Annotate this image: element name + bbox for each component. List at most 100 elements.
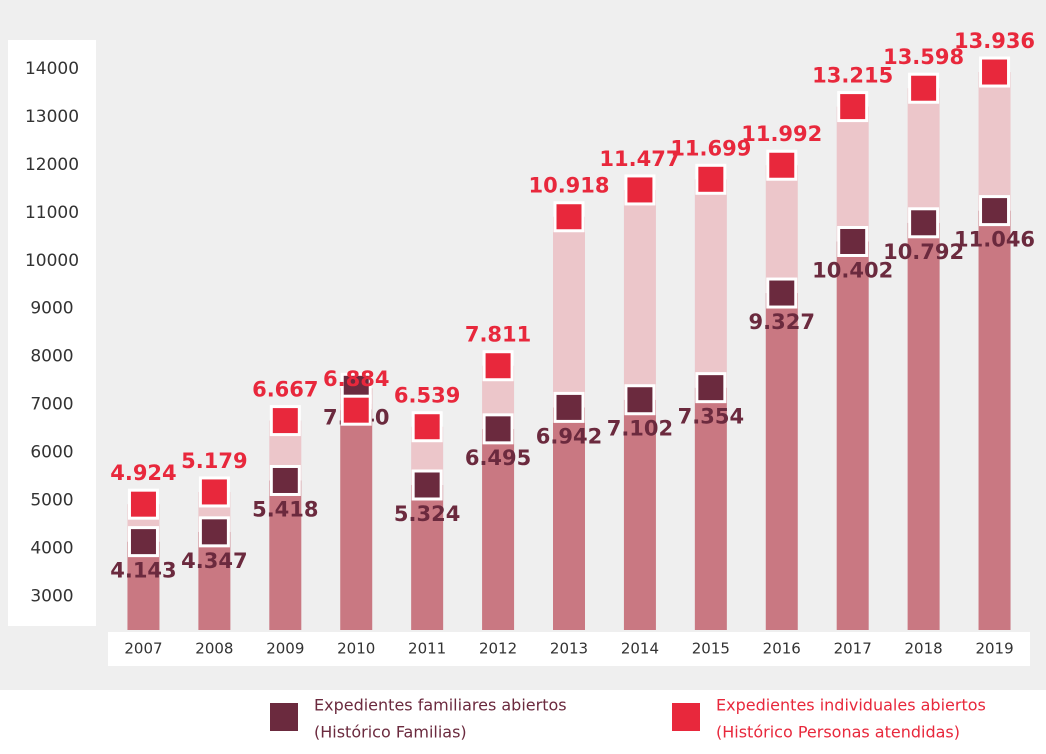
value-label: 10.402: [812, 258, 893, 282]
value-label: 7.102: [607, 417, 673, 441]
marker: [766, 277, 798, 309]
y-tick-label: 8000: [30, 347, 73, 367]
marker: [766, 149, 798, 181]
marker: [979, 56, 1011, 88]
value-label: 4.924: [110, 461, 176, 485]
bar-increment: [907, 88, 940, 223]
value-label: 11.046: [954, 228, 1035, 252]
marker: [979, 195, 1011, 227]
x-tick-label: 2007: [124, 640, 162, 658]
marker: [198, 476, 230, 508]
marker: [837, 91, 869, 123]
marker: [269, 405, 301, 437]
y-axis-panel: [8, 40, 96, 626]
value-label: 6.539: [394, 384, 460, 408]
x-tick-label: 2014: [621, 640, 659, 658]
marker: [908, 72, 940, 104]
bar: [907, 222, 940, 630]
bar: [482, 428, 515, 630]
legend-label: Expedientes individuales abiertos: [716, 696, 986, 715]
marker: [695, 372, 727, 404]
bar: [623, 399, 656, 630]
bar: [694, 387, 727, 630]
x-tick-label: 2013: [550, 640, 588, 658]
legend-marker: [270, 703, 298, 731]
value-label: 6.942: [536, 424, 602, 448]
marker: [127, 488, 159, 520]
value-label: 10.792: [883, 240, 964, 264]
x-tick-label: 2018: [905, 640, 943, 658]
y-tick-label: 13000: [25, 107, 79, 127]
value-label: 6.667: [252, 378, 318, 402]
value-label: 6.884: [323, 367, 389, 391]
value-label: 10.918: [528, 174, 609, 198]
background: [0, 0, 1046, 690]
value-label: 13.598: [883, 45, 964, 69]
x-tick-label: 2009: [266, 640, 304, 658]
value-label: 4.347: [181, 549, 247, 573]
marker: [908, 207, 940, 239]
value-label: 7.354: [678, 405, 744, 429]
bar: [553, 407, 585, 630]
bar-increment: [553, 216, 585, 408]
bar-increment: [694, 179, 727, 388]
marker: [482, 413, 514, 445]
x-tick-label: 2015: [692, 640, 730, 658]
bar-increment: [836, 106, 869, 242]
x-tick-label: 2008: [195, 640, 233, 658]
value-label: 4.143: [110, 559, 176, 583]
value-label: 5.179: [181, 449, 247, 473]
marker: [340, 394, 372, 426]
bar: [411, 484, 444, 630]
bar-increment: [978, 72, 1011, 211]
bar: [340, 388, 373, 630]
x-tick-label: 2010: [337, 640, 375, 658]
x-tick-label: 2017: [834, 640, 872, 658]
x-tick-label: 2019: [975, 640, 1013, 658]
marker: [127, 526, 159, 558]
legend-label: Expedientes familiares abiertos: [314, 696, 567, 715]
marker: [482, 350, 514, 382]
bar: [836, 241, 869, 631]
x-axis-panel: [108, 632, 1030, 666]
marker: [624, 384, 656, 416]
x-tick-label: 2012: [479, 640, 517, 658]
value-label: 11.477: [599, 147, 680, 171]
marker: [269, 464, 301, 496]
bar-increment: [623, 189, 656, 400]
legend-detail: (Histórico Personas atendidas): [716, 723, 960, 742]
y-tick-label: 6000: [30, 443, 73, 463]
bar-increment: [765, 165, 798, 294]
y-tick-label: 4000: [30, 538, 73, 558]
bar: [978, 210, 1011, 630]
marker: [695, 163, 727, 195]
y-tick-label: 10000: [25, 251, 79, 271]
x-tick-label: 2016: [763, 640, 801, 658]
bar: [269, 480, 302, 630]
x-tick-label: 2011: [408, 640, 446, 658]
y-tick-label: 5000: [30, 491, 73, 511]
marker: [411, 411, 443, 443]
marker: [624, 174, 656, 206]
marker: [411, 469, 443, 501]
value-label: 11.992: [741, 122, 822, 146]
value-label: 11.699: [670, 136, 751, 160]
value-label: 13.936: [954, 29, 1035, 53]
value-label: 9.327: [749, 310, 815, 334]
y-tick-label: 3000: [30, 586, 73, 606]
y-tick-label: 12000: [25, 155, 79, 175]
value-label: 13.215: [812, 64, 893, 88]
y-tick-label: 7000: [30, 395, 73, 415]
bar: [198, 531, 231, 630]
y-tick-label: 14000: [25, 59, 79, 79]
legend-marker: [672, 703, 700, 731]
marker: [553, 201, 585, 233]
legend-detail: (Histórico Familias): [314, 723, 467, 742]
y-tick-label: 9000: [30, 299, 73, 319]
value-label: 5.324: [394, 502, 460, 526]
y-tick-label: 11000: [25, 203, 79, 223]
marker: [837, 225, 869, 257]
marker: [553, 391, 585, 423]
bar: [765, 293, 798, 630]
